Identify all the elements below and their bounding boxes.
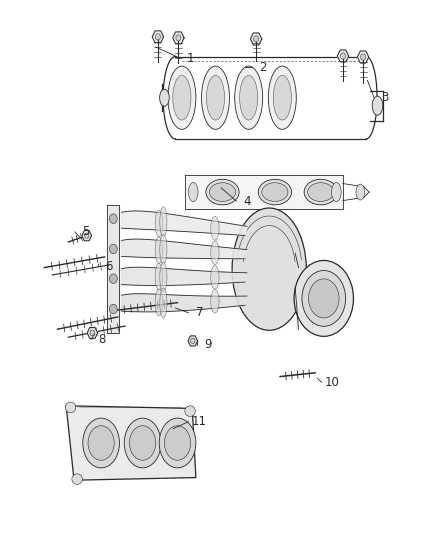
Ellipse shape xyxy=(72,474,82,484)
Ellipse shape xyxy=(372,96,383,115)
Polygon shape xyxy=(173,32,184,44)
Circle shape xyxy=(176,35,181,41)
Polygon shape xyxy=(188,336,198,346)
Ellipse shape xyxy=(110,274,117,284)
Ellipse shape xyxy=(168,66,196,130)
Polygon shape xyxy=(337,50,349,62)
Ellipse shape xyxy=(155,289,163,316)
Polygon shape xyxy=(185,175,343,209)
Polygon shape xyxy=(357,51,369,63)
Ellipse shape xyxy=(211,265,219,289)
Polygon shape xyxy=(297,256,299,331)
Ellipse shape xyxy=(159,418,196,468)
Ellipse shape xyxy=(185,406,195,416)
Ellipse shape xyxy=(258,179,291,205)
Polygon shape xyxy=(122,211,247,236)
Ellipse shape xyxy=(160,262,167,292)
Ellipse shape xyxy=(262,183,288,201)
Polygon shape xyxy=(82,231,92,241)
Ellipse shape xyxy=(211,241,219,264)
Ellipse shape xyxy=(160,207,167,237)
Ellipse shape xyxy=(304,179,337,205)
Ellipse shape xyxy=(235,66,263,130)
Ellipse shape xyxy=(302,270,346,326)
Ellipse shape xyxy=(188,182,198,201)
Ellipse shape xyxy=(211,216,219,240)
Ellipse shape xyxy=(110,304,117,314)
Ellipse shape xyxy=(240,75,258,120)
Ellipse shape xyxy=(155,237,163,263)
Polygon shape xyxy=(107,205,119,333)
Text: 1: 1 xyxy=(187,52,194,64)
Circle shape xyxy=(85,233,89,238)
Ellipse shape xyxy=(110,214,117,223)
Ellipse shape xyxy=(65,402,76,413)
Ellipse shape xyxy=(206,75,225,120)
Ellipse shape xyxy=(211,289,219,313)
Circle shape xyxy=(155,34,160,40)
Ellipse shape xyxy=(332,182,341,201)
Ellipse shape xyxy=(273,75,291,120)
Ellipse shape xyxy=(209,183,236,201)
Polygon shape xyxy=(122,267,247,286)
Ellipse shape xyxy=(155,263,163,290)
Ellipse shape xyxy=(356,184,365,200)
Ellipse shape xyxy=(232,208,306,330)
Circle shape xyxy=(360,54,366,60)
Ellipse shape xyxy=(130,426,155,461)
Ellipse shape xyxy=(160,288,167,318)
Ellipse shape xyxy=(160,235,167,264)
Circle shape xyxy=(340,53,346,59)
Circle shape xyxy=(254,36,259,42)
Polygon shape xyxy=(122,294,247,312)
Text: 9: 9 xyxy=(205,338,212,351)
Polygon shape xyxy=(152,31,163,43)
Circle shape xyxy=(90,330,95,336)
Text: 4: 4 xyxy=(244,195,251,208)
Text: 2: 2 xyxy=(259,61,266,74)
Polygon shape xyxy=(66,406,196,480)
Polygon shape xyxy=(251,33,262,45)
Polygon shape xyxy=(122,239,247,259)
Ellipse shape xyxy=(307,183,334,201)
Ellipse shape xyxy=(173,75,191,120)
Ellipse shape xyxy=(88,426,114,461)
Circle shape xyxy=(191,338,195,344)
Text: 6: 6 xyxy=(105,260,113,273)
Ellipse shape xyxy=(124,418,161,468)
Text: 11: 11 xyxy=(192,415,207,428)
Text: 3: 3 xyxy=(381,91,389,104)
Ellipse shape xyxy=(159,89,169,106)
Polygon shape xyxy=(87,327,98,338)
Ellipse shape xyxy=(201,66,230,130)
Text: 5: 5 xyxy=(82,225,89,238)
Ellipse shape xyxy=(308,279,339,318)
Ellipse shape xyxy=(268,66,296,130)
Ellipse shape xyxy=(83,418,120,468)
Text: 8: 8 xyxy=(98,333,106,346)
Text: 7: 7 xyxy=(196,306,203,319)
Ellipse shape xyxy=(110,244,117,254)
Text: 10: 10 xyxy=(325,376,340,389)
Ellipse shape xyxy=(206,179,239,205)
Ellipse shape xyxy=(164,426,191,461)
Ellipse shape xyxy=(155,210,163,237)
Ellipse shape xyxy=(294,261,353,336)
